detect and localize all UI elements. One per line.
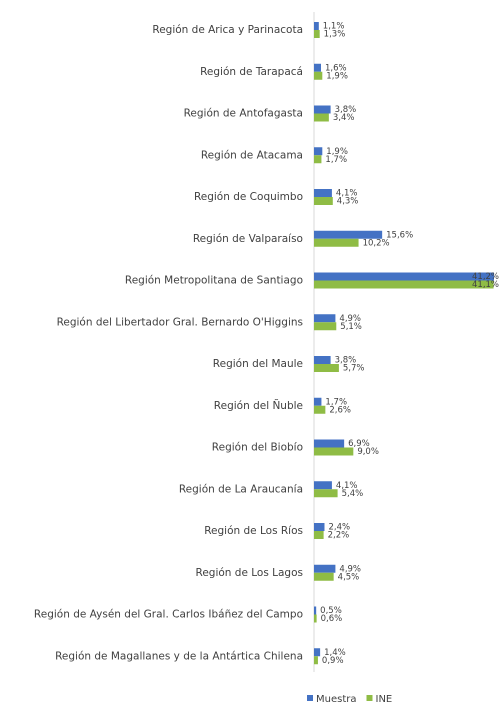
value-label: 5,1% (340, 322, 362, 332)
value-label: 1,7% (325, 155, 347, 165)
value-label: 3,8% (335, 356, 357, 366)
bar (314, 322, 337, 331)
value-label: 1,7% (325, 397, 347, 407)
bar (314, 30, 320, 38)
value-label: 9,0% (357, 447, 379, 457)
bar (314, 656, 318, 665)
category-label: Región de Los Ríos (204, 525, 303, 537)
legend-swatch (307, 695, 313, 701)
category-label: Región del Libertador Gral. Bernardo O'H… (57, 316, 303, 328)
category-label: Región de Aysén del Gral. Carlos Ibáñez … (34, 609, 303, 621)
bar (314, 572, 334, 581)
category-label: Región de Coquimbo (194, 191, 303, 203)
category-label: Región de Atacama (201, 149, 303, 161)
value-label: 4,1% (336, 481, 358, 491)
bar (314, 531, 324, 539)
bar (314, 489, 338, 498)
legend-swatch (366, 695, 373, 701)
bar (314, 481, 332, 490)
category-label: Región de Arica y Parinacota (152, 24, 303, 36)
value-label: 4,1% (336, 189, 358, 199)
value-label: 2,4% (328, 523, 350, 533)
value-label: 3,8% (335, 105, 357, 115)
bar (314, 606, 317, 615)
bar (314, 22, 319, 30)
legend-label: Muestra (316, 694, 357, 705)
value-label: 1,1% (323, 22, 345, 32)
category-label: Región de La Araucanía (179, 483, 303, 495)
value-label: 41,2% (472, 272, 499, 282)
value-label: 4,9% (339, 314, 361, 324)
value-label: 15,6% (386, 230, 413, 240)
value-label: 5,7% (343, 364, 365, 374)
bar (314, 405, 326, 414)
bar (314, 197, 333, 205)
bar (314, 230, 383, 239)
value-label: 10,2% (363, 238, 390, 248)
value-label: 4,3% (337, 197, 359, 207)
value-label: 6,9% (348, 439, 370, 449)
value-label: 41,1% (472, 280, 499, 290)
bar (314, 397, 322, 406)
bar (314, 63, 321, 72)
bar (314, 105, 331, 114)
category-label: Región de Tarapacá (200, 66, 303, 78)
category-label: Región del Ñuble (214, 399, 303, 412)
bar (314, 648, 321, 657)
bar (314, 147, 323, 156)
value-label: 5,4% (342, 489, 364, 499)
value-label: 1,3% (324, 30, 346, 40)
value-label: 0,6% (321, 614, 343, 624)
bar (314, 280, 494, 289)
legend-label: INE (376, 694, 393, 705)
category-label: Región del Biobío (212, 442, 303, 454)
bar (314, 238, 359, 247)
value-label: 3,4% (333, 113, 355, 123)
bar (314, 314, 336, 323)
category-label: Región de Los Lagos (196, 567, 304, 579)
category-label: Región de Valparaíso (193, 233, 303, 245)
value-label: 1,6% (325, 63, 347, 73)
value-label: 0,9% (322, 656, 344, 666)
bar (314, 113, 329, 122)
bar (314, 356, 331, 364)
bar (314, 523, 325, 531)
bar (314, 447, 354, 456)
category-label: Región del Maule (213, 358, 303, 370)
value-label: 0,5% (320, 606, 342, 616)
bar (314, 439, 345, 448)
bar (314, 71, 323, 80)
bar (314, 614, 317, 623)
value-label: 4,5% (338, 572, 360, 582)
bar (314, 189, 332, 197)
category-label: Región de Magallanes y de la Antártica C… (55, 650, 303, 662)
value-label: 1,9% (326, 147, 348, 157)
value-label: 1,9% (326, 71, 348, 81)
value-label: 4,9% (339, 564, 361, 574)
value-label: 1,4% (324, 648, 346, 658)
bar (314, 272, 494, 281)
value-label: 2,6% (329, 405, 351, 415)
category-label: Región Metropolitana de Santiago (125, 275, 303, 287)
bar (314, 564, 336, 573)
category-label: Región de Antofagasta (184, 108, 303, 120)
bar (314, 155, 322, 164)
bar (314, 364, 339, 372)
value-label: 2,2% (328, 531, 350, 541)
